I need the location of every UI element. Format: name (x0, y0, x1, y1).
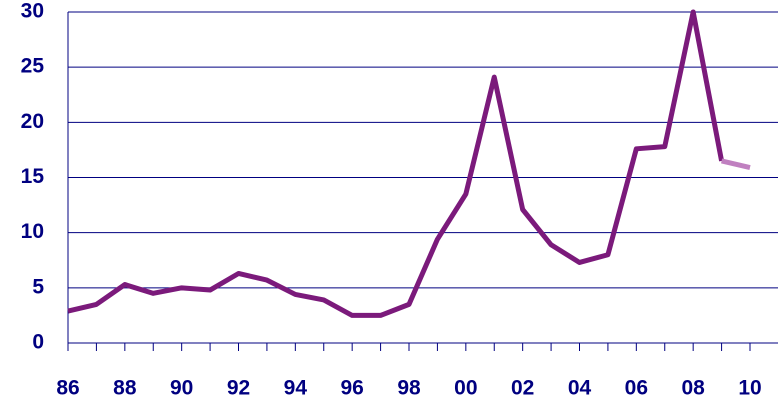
x-tick-label: 96 (340, 377, 363, 400)
y-tick-label: 5 (32, 275, 44, 298)
y-tick-label: 10 (21, 220, 44, 243)
y-tick-label: 15 (21, 165, 45, 188)
x-tick-label: 98 (397, 377, 421, 400)
x-tick-label: 02 (511, 377, 534, 400)
y-tick-label: 0 (32, 331, 44, 354)
x-tick-label: 86 (56, 377, 79, 400)
x-tick-label: 08 (681, 377, 705, 400)
y-tick-label: 20 (21, 110, 44, 133)
y-tick-label: 25 (21, 55, 45, 78)
data-line (721, 158, 751, 171)
x-tick-label: 88 (113, 377, 137, 400)
x-tick-label: 00 (454, 377, 477, 400)
x-tick-label: 90 (170, 377, 193, 400)
x-tick-label: 10 (738, 377, 761, 400)
data-line (67, 9, 725, 318)
x-tick-label: 92 (227, 377, 250, 400)
x-tick-label: 04 (568, 377, 592, 400)
x-tick-label: 06 (625, 377, 648, 400)
x-tick-label: 94 (284, 377, 308, 400)
y-tick-label: 30 (21, 0, 44, 23)
